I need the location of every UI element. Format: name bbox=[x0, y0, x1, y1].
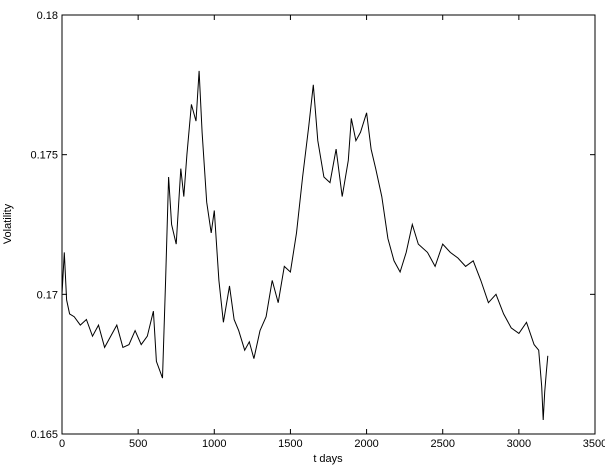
y-axis-ticks: 0.165 0.17 0.175 0.18 bbox=[30, 10, 595, 441]
x-tick-label: 1000 bbox=[202, 438, 226, 450]
y-tick-label: 0.17 bbox=[37, 289, 58, 301]
y-tick-label: 0.165 bbox=[30, 429, 58, 441]
x-tick-label: 3000 bbox=[507, 438, 531, 450]
x-tick-label: 2000 bbox=[354, 438, 378, 450]
y-axis-label: Volatility bbox=[2, 203, 14, 244]
x-tick-label: 1500 bbox=[278, 438, 302, 450]
x-tick-label: 0 bbox=[59, 438, 65, 450]
x-axis-label: t days bbox=[313, 453, 343, 465]
x-axis-ticks: 0 500 1000 1500 2000 2500 3000 3500 bbox=[59, 15, 605, 450]
y-tick-label: 0.175 bbox=[30, 150, 58, 162]
x-tick-label: 500 bbox=[129, 438, 147, 450]
y-tick-label: 0.18 bbox=[37, 10, 58, 22]
x-tick-label: 3500 bbox=[583, 438, 605, 450]
volatility-series-line bbox=[61, 70, 549, 421]
plot-frame bbox=[61, 14, 596, 435]
x-tick-label: 2500 bbox=[430, 438, 454, 450]
